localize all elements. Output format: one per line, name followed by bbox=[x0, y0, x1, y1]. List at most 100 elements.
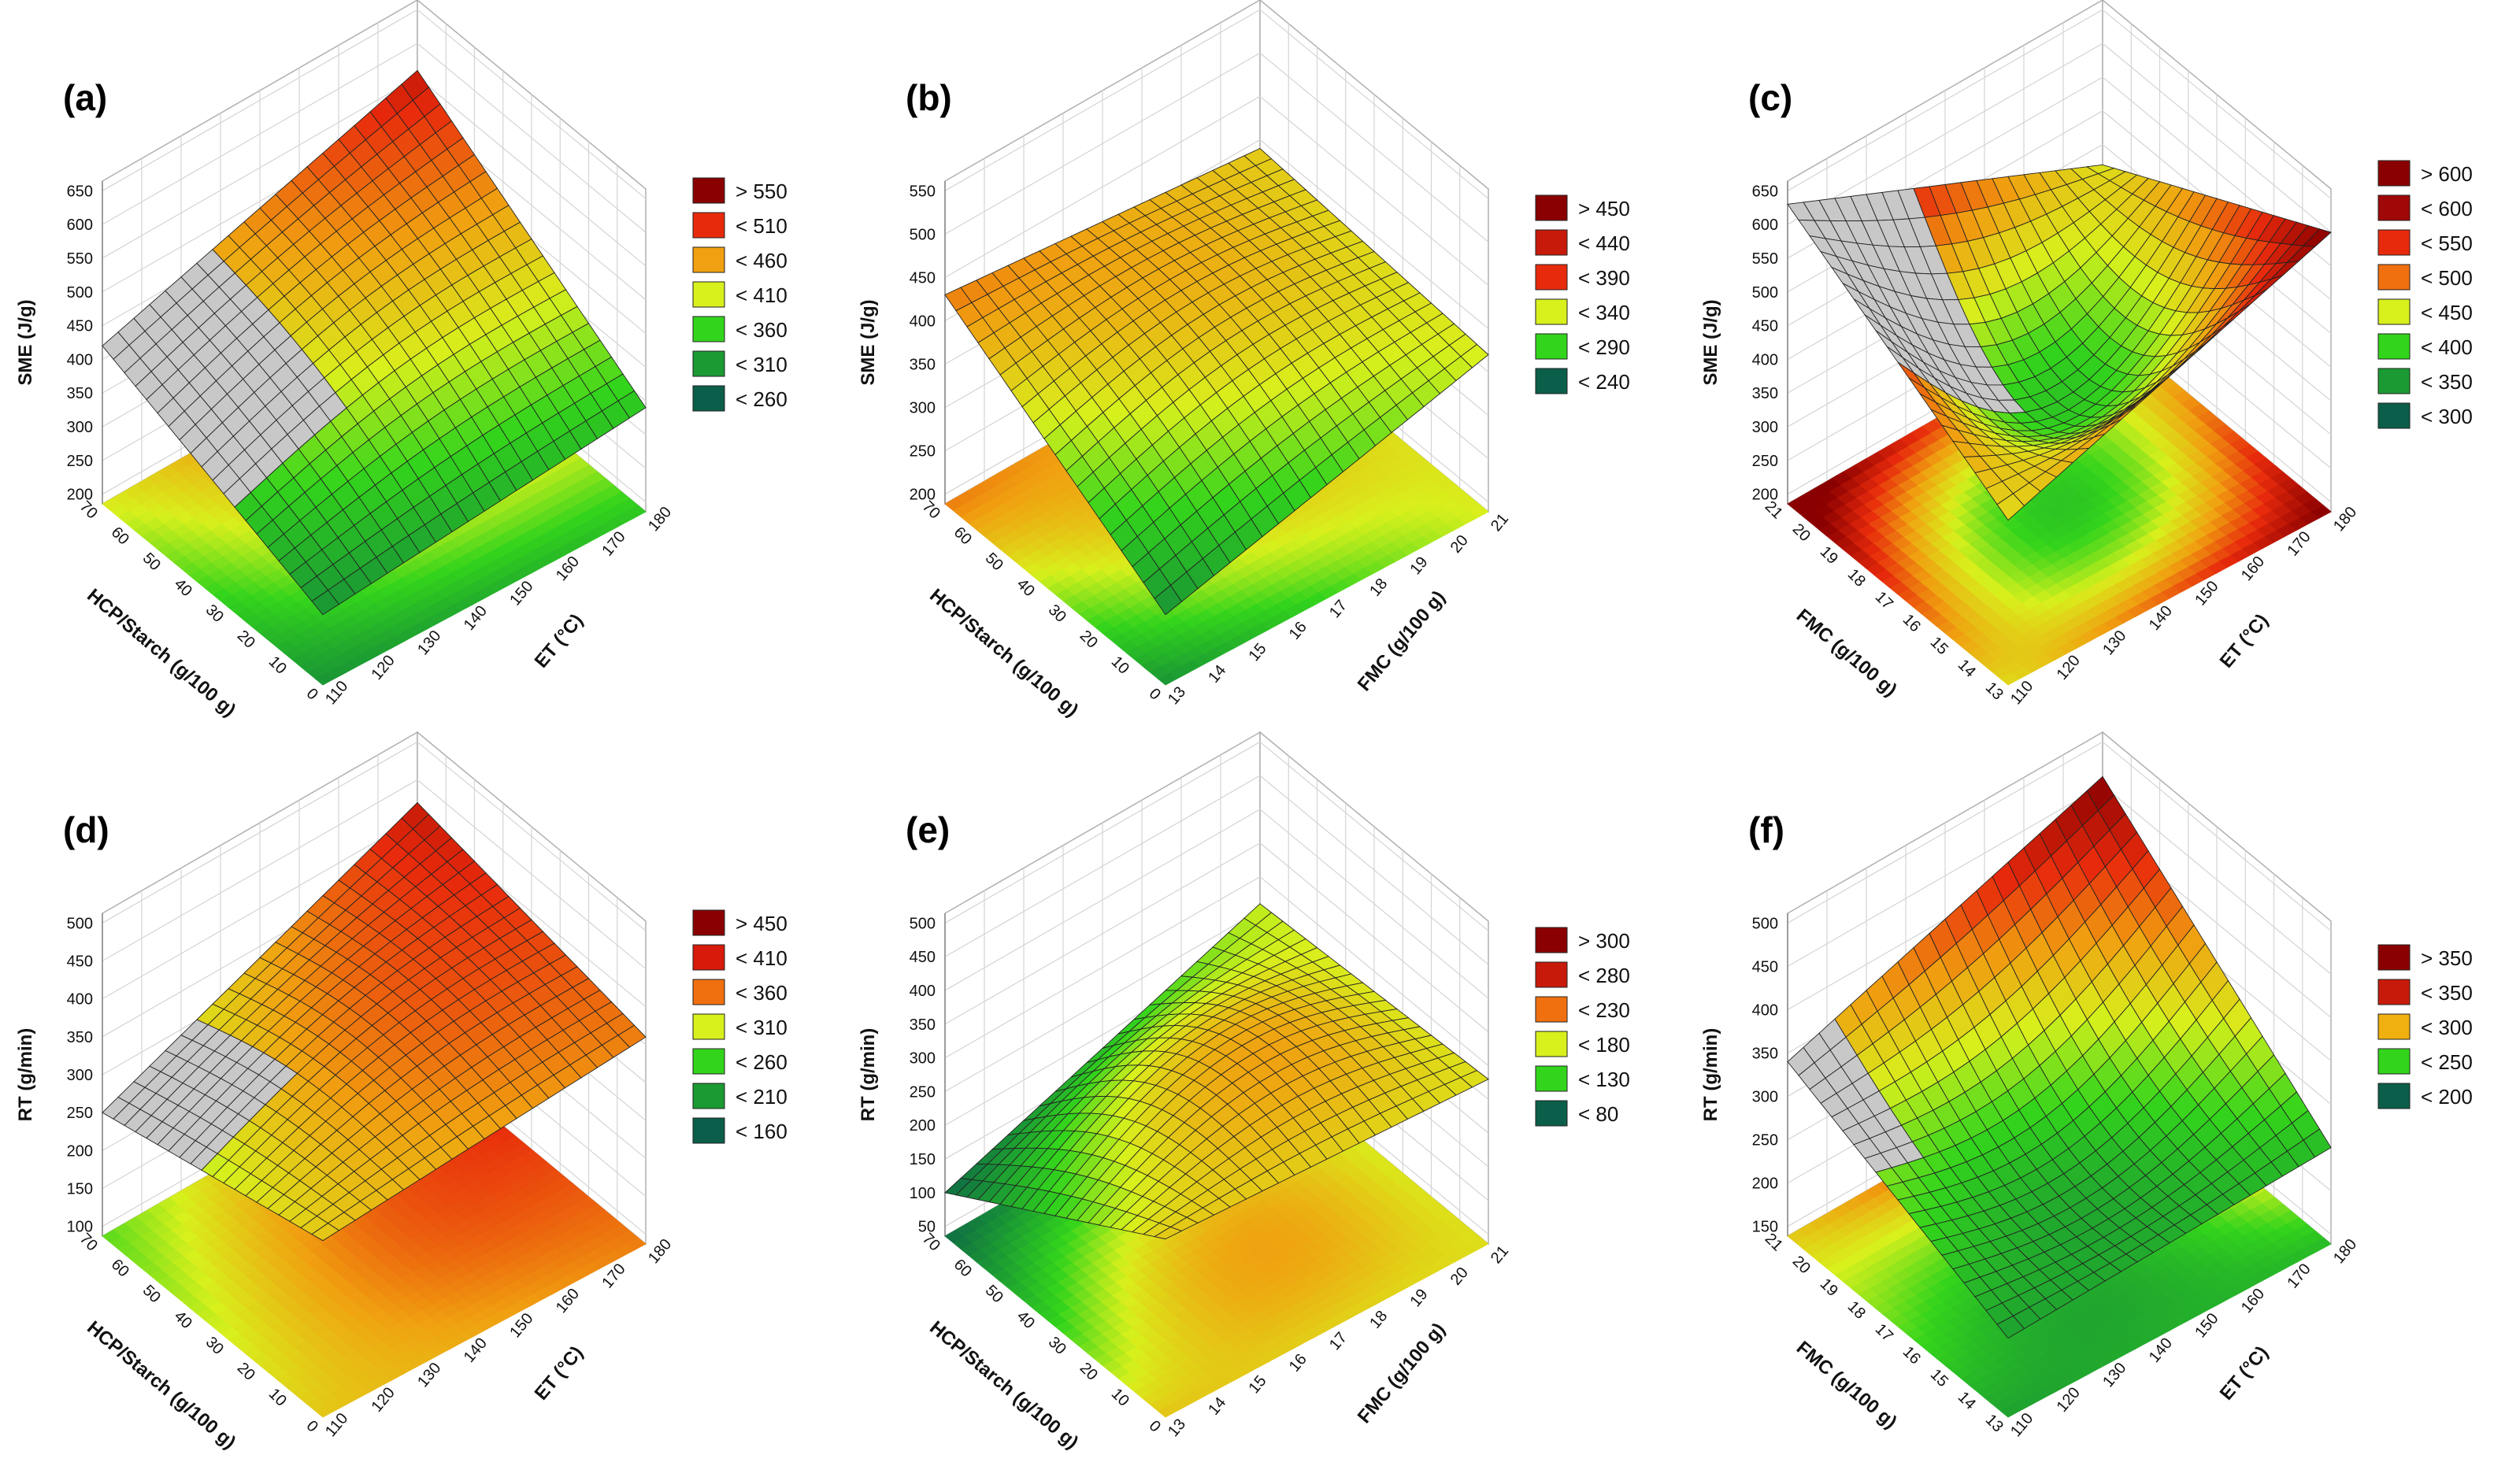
y-tick-label: 16 bbox=[1286, 619, 1310, 643]
legend-swatch bbox=[2377, 333, 2411, 360]
z-tick-label: 300 bbox=[67, 419, 93, 436]
z-tick-label: 350 bbox=[67, 1029, 93, 1046]
legend-swatch bbox=[692, 212, 725, 239]
legend-swatch bbox=[2377, 229, 2411, 256]
z-tick-label: 400 bbox=[1752, 351, 1778, 368]
z-tick-label: 450 bbox=[1752, 318, 1778, 335]
legend-swatch bbox=[692, 177, 725, 204]
z-tick-label: 400 bbox=[67, 351, 93, 368]
legend-swatch bbox=[692, 281, 725, 308]
y-axis-title: ET (°C) bbox=[2216, 610, 2273, 672]
x-tick-label: 0 bbox=[303, 685, 321, 703]
gridline bbox=[944, 95, 1489, 286]
z-tick-label: 600 bbox=[1752, 217, 1778, 234]
z-tick-label: 450 bbox=[910, 269, 936, 287]
legend-swatch bbox=[2377, 160, 2411, 187]
legend-label: < 440 bbox=[1578, 231, 1630, 255]
x-tick-label: 20 bbox=[1077, 627, 1101, 652]
z-tick-label: 250 bbox=[1752, 453, 1778, 470]
legend-label: < 550 bbox=[2421, 231, 2473, 255]
z-tick-label: 500 bbox=[910, 226, 936, 243]
legend: > 550< 510< 460< 410< 360< 310< 260 bbox=[692, 177, 788, 412]
x-tick-label: 50 bbox=[982, 550, 1006, 574]
y-tick-label: 17 bbox=[1326, 597, 1351, 621]
legend-swatch bbox=[1535, 333, 1568, 360]
legend-label: < 390 bbox=[1578, 266, 1630, 290]
y-tick-label: 15 bbox=[1245, 640, 1269, 665]
x-tick-label: 50 bbox=[139, 550, 164, 574]
y-tick-label: 20 bbox=[1447, 532, 1472, 557]
legend-label: < 340 bbox=[1578, 301, 1630, 324]
z-tick-label: 650 bbox=[1752, 183, 1778, 200]
legend-swatch bbox=[2377, 368, 2411, 394]
z-tick-label: 250 bbox=[67, 1105, 93, 1122]
z-tick-label: 250 bbox=[910, 443, 936, 461]
x-tick-label: 13 bbox=[1982, 679, 2007, 703]
legend-label: > 450 bbox=[1578, 197, 1630, 220]
gridline bbox=[944, 52, 1489, 242]
x-tick-label: 40 bbox=[171, 576, 195, 600]
z-tick-label: 650 bbox=[67, 183, 93, 200]
legend-swatch bbox=[1535, 264, 1568, 291]
y-tick-label: 180 bbox=[2330, 504, 2360, 535]
x-tick-label: 0 bbox=[1146, 685, 1164, 703]
gridline bbox=[102, 9, 647, 199]
z-axis-title: SME (J/g) bbox=[15, 299, 36, 385]
x-tick-label: 30 bbox=[202, 602, 227, 626]
z-tick-label: 400 bbox=[910, 313, 936, 330]
z-tick-label: 300 bbox=[910, 400, 936, 417]
z-tick-label: 600 bbox=[67, 217, 93, 234]
gridline bbox=[102, 43, 647, 233]
legend-swatch bbox=[1535, 229, 1568, 256]
y-tick-label: 14 bbox=[1205, 662, 1229, 687]
legend-label: < 410 bbox=[736, 283, 788, 307]
legend-label: < 350 bbox=[2421, 370, 2473, 394]
z-axis-title: SME (J/g) bbox=[858, 299, 879, 385]
response-surface bbox=[944, 147, 1489, 616]
response-surface bbox=[102, 69, 647, 616]
z-tick-label: 200 bbox=[67, 487, 93, 504]
x-tick-label: 10 bbox=[1108, 653, 1132, 677]
z-tick-label: 500 bbox=[67, 284, 93, 302]
legend-swatch bbox=[692, 385, 725, 412]
x-tick-label: 30 bbox=[1045, 602, 1069, 626]
legend-swatch bbox=[692, 246, 725, 273]
legend-swatch bbox=[2377, 194, 2411, 221]
x-tick-label: 17 bbox=[1872, 588, 1896, 613]
panel-label: (a) bbox=[63, 77, 107, 118]
panel-label: (b) bbox=[906, 77, 952, 118]
y-tick-label: 180 bbox=[645, 504, 675, 535]
legend-swatch bbox=[1535, 298, 1568, 325]
x-tick-label: 14 bbox=[1955, 656, 1979, 680]
legend: > 600< 600< 550< 500< 450< 400< 350< 300 bbox=[2377, 160, 2473, 429]
z-tick-label: 300 bbox=[67, 1067, 93, 1084]
y-axis-title: FMC (g/100 g) bbox=[1354, 587, 1450, 695]
y-tick-label: 21 bbox=[1488, 510, 1512, 535]
z-tick-label: 200 bbox=[67, 1142, 93, 1160]
legend-label: < 300 bbox=[2421, 405, 2473, 428]
y-tick-label: 18 bbox=[1366, 576, 1391, 600]
z-tick-label: 150 bbox=[67, 1181, 93, 1198]
panel-label: (c) bbox=[1748, 77, 1792, 118]
legend-label: < 450 bbox=[2421, 301, 2473, 324]
x-tick-label: 20 bbox=[234, 627, 258, 652]
x-tick-label: 40 bbox=[1014, 576, 1038, 600]
legend-label: < 600 bbox=[2421, 197, 2473, 220]
legend-swatch bbox=[2377, 298, 2411, 325]
z-tick-label: 450 bbox=[67, 318, 93, 335]
x-axis-title: FMC (g/100 g) bbox=[1792, 605, 1901, 701]
legend-label: < 500 bbox=[2421, 266, 2473, 290]
z-axis-title: RT (g/min) bbox=[15, 1028, 36, 1122]
z-tick-label: 500 bbox=[1752, 284, 1778, 302]
z-tick-label: 500 bbox=[67, 915, 93, 932]
z-tick-label: 550 bbox=[1752, 250, 1778, 268]
legend-label: > 550 bbox=[736, 180, 788, 203]
z-tick-label: 450 bbox=[67, 953, 93, 970]
z-tick-label: 400 bbox=[67, 991, 93, 1009]
legend-swatch bbox=[2377, 264, 2411, 291]
legend-label: < 360 bbox=[736, 318, 788, 342]
